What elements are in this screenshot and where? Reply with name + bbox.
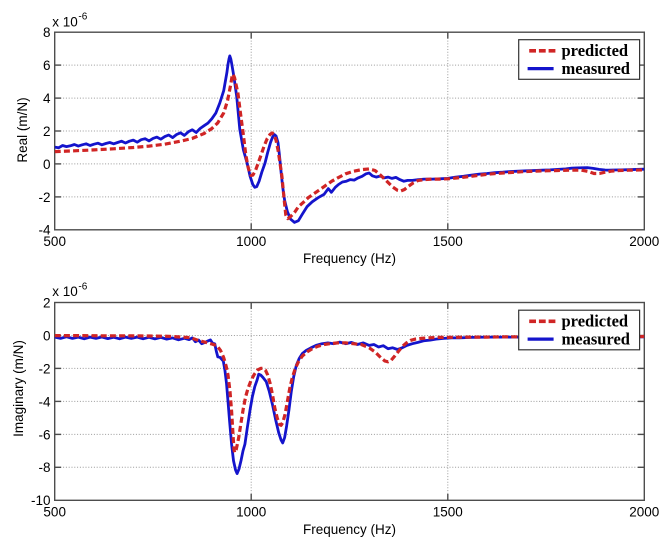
svg-text:-8: -8: [38, 460, 50, 475]
svg-text:Frequency (Hz): Frequency (Hz): [303, 522, 396, 537]
svg-text:predicted: predicted: [562, 312, 629, 331]
svg-text:2000: 2000: [629, 505, 659, 520]
svg-text:1500: 1500: [433, 234, 463, 249]
svg-text:x 10: x 10: [52, 284, 78, 299]
svg-text:measured: measured: [562, 329, 630, 348]
svg-text:-4: -4: [38, 223, 50, 238]
svg-text:1000: 1000: [236, 505, 266, 520]
svg-text:6: 6: [43, 58, 51, 73]
svg-text:-6: -6: [38, 427, 50, 442]
svg-text:-6: -6: [78, 281, 87, 292]
svg-text:-4: -4: [38, 394, 50, 409]
svg-text:-2: -2: [38, 190, 50, 205]
svg-text:500: 500: [43, 234, 66, 249]
svg-text:Imaginary (m/N): Imaginary (m/N): [11, 340, 26, 437]
svg-text:Real (m/N): Real (m/N): [15, 97, 30, 162]
svg-text:2: 2: [43, 124, 51, 139]
svg-text:x 10: x 10: [52, 14, 78, 29]
svg-text:1000: 1000: [236, 234, 266, 249]
svg-text:0: 0: [43, 328, 51, 343]
svg-text:-2: -2: [38, 361, 50, 376]
svg-text:0: 0: [43, 157, 51, 172]
svg-text:-6: -6: [78, 12, 87, 23]
svg-text:measured: measured: [562, 59, 630, 78]
svg-text:500: 500: [43, 505, 66, 520]
svg-text:2: 2: [43, 295, 51, 310]
svg-text:predicted: predicted: [562, 41, 629, 60]
svg-text:8: 8: [43, 25, 51, 40]
svg-text:2000: 2000: [629, 234, 659, 249]
svg-text:Frequency (Hz): Frequency (Hz): [303, 251, 396, 266]
svg-text:4: 4: [43, 91, 51, 106]
svg-text:1500: 1500: [433, 505, 463, 520]
svg-text:-10: -10: [31, 493, 51, 508]
